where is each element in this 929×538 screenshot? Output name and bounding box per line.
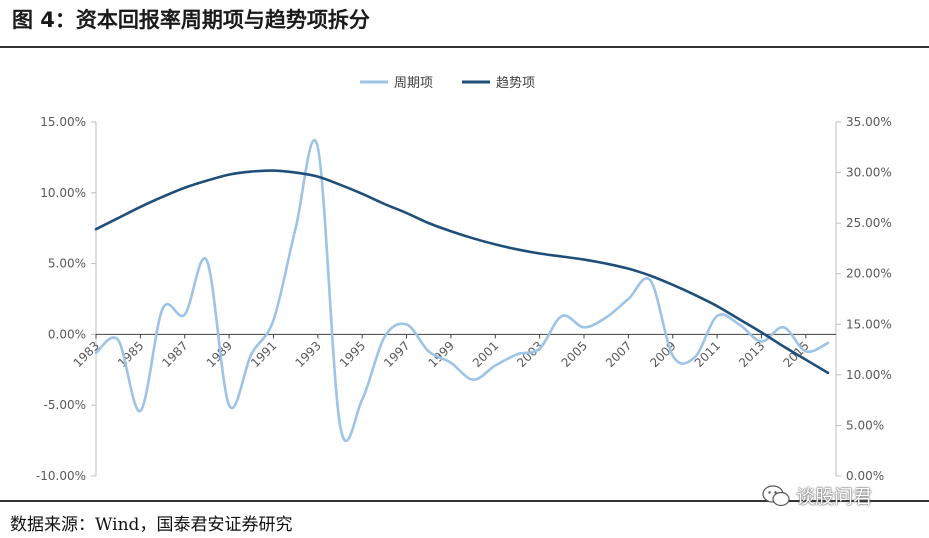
legend-label-cycle: 周期项 <box>394 76 433 91</box>
watermark: 谈股问君 <box>762 482 872 509</box>
right-tick-label: 15.00% <box>846 317 892 331</box>
x-tick-label: 1993 <box>292 339 323 370</box>
x-tick-label: 1995 <box>337 339 368 370</box>
left-tick-label: -5.00% <box>44 398 86 412</box>
chart: 周期项 趋势项 15.00% 10.00% 5.00% 0.00% -5.00% -10.… <box>36 75 892 483</box>
series-group <box>94 138 830 443</box>
wechat-icon <box>762 484 790 506</box>
legend: 周期项 趋势项 <box>360 75 535 91</box>
x-tick-label: 1999 <box>426 339 457 370</box>
left-tick-label: -10.00% <box>36 469 86 483</box>
top-divider <box>0 46 929 48</box>
x-tick-label: 2007 <box>603 339 634 370</box>
x-tick-label: 2009 <box>647 339 678 370</box>
axes: 15.00% 10.00% 5.00% 0.00% -5.00% -10.00% 35.00… <box>36 115 892 483</box>
x-tick-label: 1997 <box>381 339 412 370</box>
right-tick-label: 10.00% <box>846 368 892 382</box>
right-tick-label: 35.00% <box>846 115 892 129</box>
source-note: 数据来源：Wind，国泰君安证券研究 <box>10 515 293 535</box>
left-tick-label: 10.00% <box>40 186 86 200</box>
legend-label-trend: 趋势项 <box>496 75 535 91</box>
x-tick-label: 1987 <box>159 339 190 370</box>
right-tick-label: 0.00% <box>846 469 884 483</box>
left-tick-label: 5.00% <box>48 257 86 271</box>
left-tick-label: 15.00% <box>40 115 86 129</box>
x-tick-label: 1991 <box>248 339 279 370</box>
right-tick-label: 5.00% <box>846 418 884 432</box>
right-tick-label: 20.00% <box>846 267 892 281</box>
bottom-divider <box>0 500 929 502</box>
left-tick-label: 0.00% <box>48 327 86 341</box>
x-tick-label: 2005 <box>559 339 590 370</box>
series-line-cycle <box>94 138 830 443</box>
x-tick-label: 1983 <box>71 339 102 370</box>
figure-title: 图 4：资本回报率周期项与趋势项拆分 <box>12 8 370 32</box>
series-line-trend <box>94 169 830 375</box>
x-tick-label: 2013 <box>736 339 767 370</box>
right-tick-label: 30.00% <box>846 166 892 180</box>
watermark-text: 谈股问君 <box>796 486 873 508</box>
right-tick-label: 25.00% <box>846 216 892 230</box>
